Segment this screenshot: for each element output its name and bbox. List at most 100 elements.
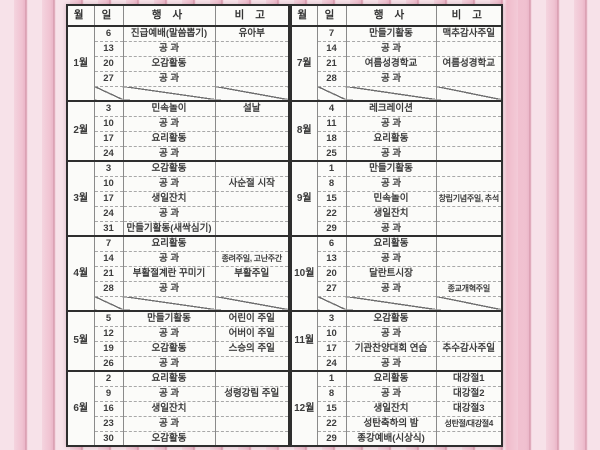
day-cell: 7 bbox=[316, 25, 346, 41]
schedule-row: 4월 7 요리활동 bbox=[66, 235, 289, 311]
month-cell: 1월 bbox=[66, 25, 94, 101]
day-cell: 10 bbox=[93, 175, 123, 191]
event-cell: 공 과 bbox=[122, 40, 215, 56]
crossed-empty-cell bbox=[316, 295, 346, 311]
event-cell: 공 과 bbox=[345, 220, 436, 236]
schedule-row: 10 공 과 bbox=[67, 115, 289, 131]
crossed-empty-cell bbox=[122, 85, 215, 101]
day-cell: 17 bbox=[93, 190, 123, 206]
schedule-row: 15 민속놀이 창립기념주일, 추석 bbox=[291, 190, 502, 206]
note-cell bbox=[435, 70, 502, 86]
note-cell: 부활주일 bbox=[214, 265, 289, 281]
note-cell: 성탄절/대강절4 bbox=[435, 415, 502, 431]
event-cell: 요리활동 bbox=[122, 130, 215, 146]
event-cell: 생일잔치 bbox=[122, 190, 215, 206]
note-cell bbox=[435, 40, 502, 56]
schedule-row bbox=[291, 295, 502, 311]
day-cell: 6 bbox=[316, 235, 346, 251]
schedule-row: 24 공 과 bbox=[67, 145, 289, 161]
event-cell: 공 과 bbox=[122, 175, 215, 191]
day-cell: 24 bbox=[93, 145, 123, 161]
schedule-row: 7월 7 만들기활동 맥추감사주일 bbox=[290, 25, 502, 101]
note-cell: 설날 bbox=[214, 100, 289, 116]
schedule-row: 17 생일잔치 bbox=[67, 190, 289, 206]
crossed-empty-cell bbox=[345, 295, 436, 311]
day-cell: 13 bbox=[93, 40, 123, 56]
schedule-row: 16 생일잔치 bbox=[67, 400, 289, 416]
schedule-row: 31 만들기활동(새싹심기) bbox=[67, 220, 289, 236]
event-cell: 민속놀이 bbox=[345, 190, 436, 206]
day-cell: 27 bbox=[93, 70, 123, 86]
day-cell: 17 bbox=[316, 340, 346, 356]
month-cell: 2월 bbox=[66, 100, 94, 161]
event-cell: 만들기활동(새싹심기) bbox=[122, 220, 215, 236]
schedule-row: 18 요리활동 bbox=[291, 130, 502, 146]
note-cell: 여름성경학교 bbox=[435, 55, 502, 71]
schedule-row: 23 공 과 bbox=[67, 415, 289, 431]
day-cell: 27 bbox=[316, 280, 346, 296]
schedule-row: 14 공 과 종려주일, 고난주간 bbox=[67, 250, 289, 266]
day-cell: 7 bbox=[93, 235, 123, 251]
schedule-row: 29 종강예배(시상식) bbox=[291, 430, 502, 446]
day-cell: 10 bbox=[316, 325, 346, 341]
day-cell: 19 bbox=[93, 340, 123, 356]
day-cell: 13 bbox=[316, 250, 346, 266]
day-cell: 6 bbox=[93, 25, 123, 41]
note-cell: 추수감사주일 bbox=[435, 340, 502, 356]
schedule-row: 24 공 과 bbox=[291, 355, 502, 371]
schedule-row: 28 공 과 bbox=[67, 280, 289, 296]
event-cell: 만들기활동 bbox=[345, 160, 436, 176]
crossed-empty-cell bbox=[214, 295, 289, 311]
note-cell: 어린이 주일 bbox=[214, 310, 289, 326]
month-cell: 12월 bbox=[290, 370, 317, 446]
note-cell bbox=[214, 190, 289, 206]
note-cell bbox=[214, 55, 289, 71]
note-cell bbox=[435, 100, 502, 116]
month-cell: 7월 bbox=[290, 25, 317, 101]
event-cell: 오감활동 bbox=[122, 55, 215, 71]
schedule-row: 9월 1 만들기활동 bbox=[290, 160, 502, 236]
event-cell: 여름성경학교 bbox=[345, 55, 436, 71]
note-cell bbox=[214, 355, 289, 371]
note-cell bbox=[435, 430, 502, 446]
day-cell: 28 bbox=[93, 280, 123, 296]
day-cell: 1 bbox=[316, 160, 346, 176]
schedule-row: 13 공 과 bbox=[67, 40, 289, 56]
event-cell: 공 과 bbox=[122, 115, 215, 131]
note-cell bbox=[214, 415, 289, 431]
day-cell: 20 bbox=[93, 55, 123, 71]
col-header-day: 일 bbox=[316, 5, 346, 27]
day-cell: 29 bbox=[316, 220, 346, 236]
event-cell: 요리활동 bbox=[345, 370, 436, 386]
schedule-row: 26 공 과 bbox=[67, 355, 289, 371]
event-cell: 공 과 bbox=[122, 385, 215, 401]
schedule-row: 8월 4 레크레이션 bbox=[290, 100, 502, 161]
event-cell: 공 과 bbox=[345, 145, 436, 161]
day-cell: 10 bbox=[93, 115, 123, 131]
note-cell bbox=[435, 310, 502, 326]
note-cell bbox=[214, 430, 289, 446]
day-cell: 8 bbox=[316, 175, 346, 191]
day-cell: 1 bbox=[316, 370, 346, 386]
note-cell: 스승의 주일 bbox=[214, 340, 289, 356]
note-cell bbox=[435, 130, 502, 146]
schedule-row: 17 요리활동 bbox=[67, 130, 289, 146]
day-cell: 3 bbox=[93, 100, 123, 116]
event-cell: 요리활동 bbox=[122, 370, 215, 386]
event-cell: 공 과 bbox=[345, 355, 436, 371]
event-cell: 공 과 bbox=[345, 70, 436, 86]
schedule-row: 2월 3 민속놀이 설날 bbox=[66, 100, 289, 161]
crossed-empty-cell bbox=[435, 295, 502, 311]
day-cell: 22 bbox=[316, 205, 346, 221]
day-cell: 25 bbox=[316, 145, 346, 161]
day-cell: 2 bbox=[93, 370, 123, 386]
day-cell: 31 bbox=[93, 220, 123, 236]
crossed-empty-cell bbox=[214, 85, 289, 101]
crossed-empty-cell bbox=[93, 85, 123, 101]
